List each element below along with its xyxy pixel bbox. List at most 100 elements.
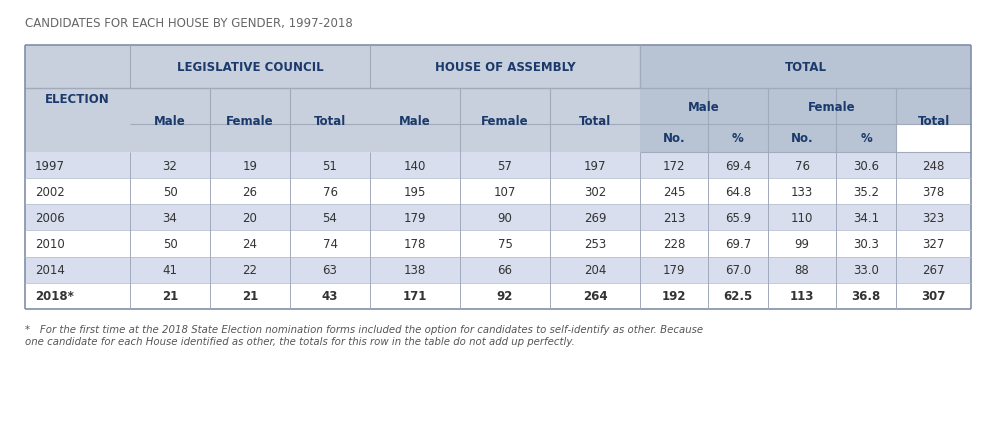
Text: 2014: 2014 [35, 263, 65, 276]
Text: 2002: 2002 [35, 185, 65, 198]
Bar [290, 283, 370, 309]
Bar [896, 61, 971, 125]
Bar [896, 205, 971, 231]
Bar [640, 231, 708, 257]
Text: 26: 26 [242, 185, 258, 198]
Bar [708, 153, 768, 179]
Bar [768, 179, 836, 205]
Text: 327: 327 [922, 237, 945, 250]
Text: 90: 90 [498, 211, 512, 224]
Bar [460, 205, 550, 231]
Bar [640, 283, 708, 309]
Text: 88: 88 [795, 263, 809, 276]
Text: 41: 41 [162, 263, 178, 276]
Bar [640, 46, 971, 89]
Text: 76: 76 [323, 185, 338, 198]
Text: 228: 228 [663, 237, 685, 250]
Text: 30.6: 30.6 [853, 159, 879, 172]
Text: 19: 19 [242, 159, 258, 172]
Text: 30.3: 30.3 [853, 237, 879, 250]
Text: 50: 50 [163, 237, 177, 250]
Bar [130, 283, 210, 309]
Text: 50: 50 [163, 185, 177, 198]
Text: 138: 138 [404, 263, 426, 276]
Text: 302: 302 [584, 185, 606, 198]
Bar [130, 179, 210, 205]
Text: Male: Male [399, 115, 431, 127]
Bar [25, 283, 130, 309]
Bar [25, 231, 130, 257]
Bar [460, 231, 550, 257]
Text: No.: No. [663, 132, 685, 145]
Bar [130, 205, 210, 231]
Text: 69.4: 69.4 [725, 159, 751, 172]
Text: 378: 378 [922, 185, 945, 198]
Bar [460, 89, 550, 153]
Bar [25, 153, 130, 179]
Bar [370, 257, 460, 283]
Text: Total: Total [314, 115, 346, 127]
Text: 192: 192 [662, 289, 686, 302]
Bar [370, 89, 460, 153]
Text: 195: 195 [404, 185, 426, 198]
Text: 213: 213 [663, 211, 685, 224]
Bar [290, 179, 370, 205]
Bar [708, 283, 768, 309]
Bar [896, 257, 971, 283]
Bar [370, 283, 460, 309]
Bar [640, 125, 708, 153]
Text: 179: 179 [663, 263, 685, 276]
Text: Total: Total [917, 115, 950, 127]
Text: 51: 51 [323, 159, 337, 172]
Bar [836, 153, 896, 179]
Text: 64.8: 64.8 [725, 185, 751, 198]
Bar [768, 283, 836, 309]
Bar [550, 153, 640, 179]
Bar [290, 205, 370, 231]
Text: 43: 43 [322, 289, 338, 302]
Bar [210, 153, 290, 179]
Bar [768, 257, 836, 283]
Text: 1997: 1997 [35, 159, 65, 172]
Text: 2006: 2006 [35, 211, 65, 224]
Bar [25, 179, 130, 205]
Bar [896, 283, 971, 309]
Text: 204: 204 [584, 263, 606, 276]
Bar [640, 153, 708, 179]
Text: ELECTION: ELECTION [45, 93, 110, 105]
Text: 110: 110 [791, 211, 813, 224]
Bar [836, 283, 896, 309]
Text: 267: 267 [922, 263, 945, 276]
Text: 62.5: 62.5 [723, 289, 753, 302]
Bar [836, 205, 896, 231]
Bar [640, 179, 708, 205]
Text: 253: 253 [584, 237, 606, 250]
Text: 245: 245 [663, 185, 685, 198]
Bar [290, 153, 370, 179]
Bar [130, 231, 210, 257]
Bar [25, 46, 130, 153]
Bar [130, 89, 210, 153]
Bar [210, 179, 290, 205]
Text: 57: 57 [498, 159, 512, 172]
Bar [768, 89, 896, 125]
Bar [210, 257, 290, 283]
Text: 54: 54 [323, 211, 337, 224]
Bar [836, 231, 896, 257]
Bar [550, 179, 640, 205]
Text: 22: 22 [242, 263, 258, 276]
Bar [550, 257, 640, 283]
Text: 21: 21 [242, 289, 258, 302]
Bar [708, 231, 768, 257]
Bar [370, 179, 460, 205]
Bar [290, 89, 370, 153]
Bar [370, 153, 460, 179]
Bar [550, 283, 640, 309]
Text: 32: 32 [163, 159, 177, 172]
Text: 248: 248 [922, 159, 945, 172]
Bar [640, 205, 708, 231]
Text: Total: Total [579, 115, 611, 127]
Text: TOTAL: TOTAL [785, 61, 827, 74]
Text: Male: Male [688, 100, 720, 113]
Text: 107: 107 [494, 185, 516, 198]
